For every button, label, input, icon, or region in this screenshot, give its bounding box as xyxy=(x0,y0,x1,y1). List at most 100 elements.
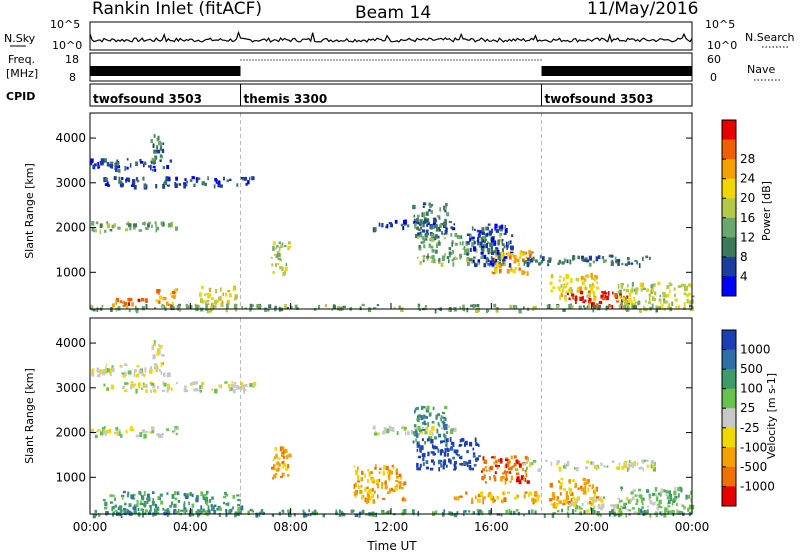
data-cell xyxy=(124,502,127,506)
data-cell xyxy=(400,223,404,227)
data-cell xyxy=(646,459,649,463)
data-cell xyxy=(592,260,595,264)
data-cell xyxy=(391,464,394,468)
data-cell xyxy=(426,438,430,442)
data-cell xyxy=(672,500,676,503)
data-cell xyxy=(495,308,499,313)
data-cell xyxy=(501,476,505,479)
data-cell xyxy=(666,285,670,290)
data-cell xyxy=(459,438,462,443)
data-cell xyxy=(454,309,457,312)
colorbar-tick-label: 500 xyxy=(740,362,763,376)
data-cell xyxy=(125,228,129,232)
data-cell xyxy=(418,446,422,451)
data-cell xyxy=(91,221,95,226)
data-cell xyxy=(422,414,425,420)
data-cell xyxy=(448,511,451,515)
data-cell xyxy=(190,383,193,386)
data-cell xyxy=(412,440,415,444)
data-cell xyxy=(486,308,488,314)
data-cell xyxy=(620,303,623,309)
data-cell xyxy=(655,496,658,502)
data-cell xyxy=(145,389,148,393)
data-cell xyxy=(446,448,450,452)
data-cell xyxy=(662,292,666,295)
data-cell xyxy=(288,453,291,458)
data-cell xyxy=(595,468,598,471)
data-cell xyxy=(443,452,447,457)
data-cell xyxy=(425,211,429,216)
data-cell xyxy=(414,433,417,436)
data-cell xyxy=(460,235,463,239)
data-cell xyxy=(601,503,605,508)
data-cell xyxy=(423,414,426,419)
data-cell xyxy=(625,513,627,518)
data-cell xyxy=(274,305,277,310)
y-tick-label: 2000 xyxy=(55,221,86,235)
data-cell xyxy=(153,160,157,164)
data-cell xyxy=(494,471,497,475)
data-cell xyxy=(153,366,158,370)
data-cell xyxy=(674,498,677,501)
data-cell xyxy=(673,287,676,291)
data-cell xyxy=(400,475,402,481)
data-cell xyxy=(667,499,671,504)
data-cell xyxy=(506,247,508,250)
data-cell xyxy=(507,461,510,467)
data-cell xyxy=(287,509,291,513)
data-cell xyxy=(618,462,621,466)
data-cell xyxy=(626,509,629,512)
data-cell xyxy=(470,259,475,264)
data-cell xyxy=(627,463,632,467)
data-cell xyxy=(120,509,123,512)
data-cell xyxy=(514,256,517,262)
data-cell xyxy=(668,289,671,294)
data-cell xyxy=(594,488,597,492)
data-cell xyxy=(523,261,525,266)
data-cell xyxy=(136,499,139,505)
colorbar-swatch xyxy=(722,276,736,297)
data-cell xyxy=(548,257,552,262)
x-axis-label: Time UT xyxy=(366,539,417,553)
data-cell xyxy=(628,298,630,303)
data-cell xyxy=(357,480,360,483)
data-cell xyxy=(456,511,459,515)
data-cell xyxy=(417,236,420,239)
data-cell xyxy=(157,385,159,389)
data-cell xyxy=(466,463,469,468)
data-cell xyxy=(475,248,478,253)
data-cell xyxy=(517,460,520,465)
data-cell xyxy=(92,513,96,519)
data-cell xyxy=(533,305,537,310)
data-cell xyxy=(517,495,520,498)
data-cell xyxy=(237,503,241,507)
data-cell xyxy=(422,260,425,263)
data-cell xyxy=(633,303,636,307)
data-cell xyxy=(518,479,522,485)
data-cell xyxy=(366,486,369,490)
data-cell xyxy=(439,450,443,456)
data-cell xyxy=(680,511,684,515)
data-cell xyxy=(530,491,533,496)
data-cell xyxy=(601,297,605,301)
data-cell xyxy=(342,305,346,308)
data-cell xyxy=(360,485,363,488)
data-cell xyxy=(162,296,166,301)
data-cell xyxy=(638,494,642,498)
data-cell xyxy=(124,382,128,385)
data-cell xyxy=(114,497,116,501)
data-cell xyxy=(667,505,671,508)
data-cell xyxy=(583,482,587,486)
data-cell xyxy=(335,511,338,516)
data-cell xyxy=(252,385,255,388)
data-cell xyxy=(528,254,532,258)
data-cell xyxy=(691,504,695,510)
data-cell xyxy=(126,508,129,511)
data-cell xyxy=(526,480,530,484)
data-cell xyxy=(142,373,146,377)
data-cell xyxy=(176,426,179,431)
data-cell xyxy=(476,498,481,503)
data-cell xyxy=(562,502,565,506)
data-cell xyxy=(659,492,662,497)
data-cell xyxy=(387,491,391,495)
